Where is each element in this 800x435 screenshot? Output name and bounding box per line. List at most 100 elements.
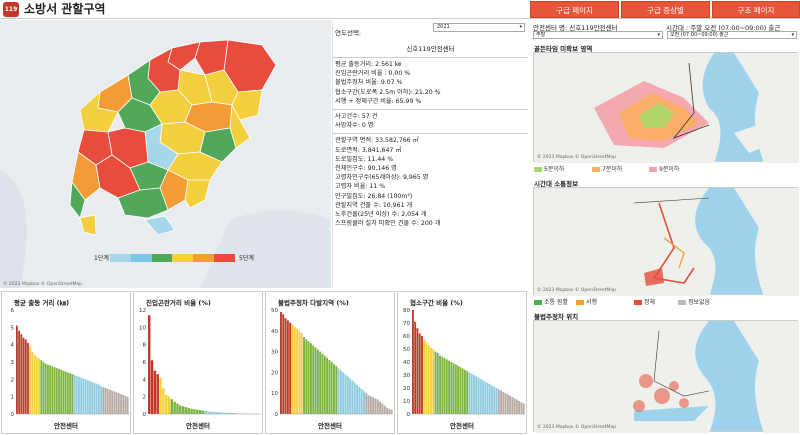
nav-ems-symptom-button[interactable]: 구급 증상별 [621,1,710,18]
chart-bar[interactable] [360,389,363,414]
chart-bar[interactable] [309,343,312,414]
chart-bar[interactable] [113,391,116,414]
chart-bar[interactable] [390,409,393,414]
chart-bar[interactable] [82,378,85,414]
chart-bar[interactable] [430,347,432,414]
chart-bar[interactable] [358,386,361,414]
chart-bar[interactable] [443,358,446,414]
chart-bar[interactable] [330,362,333,414]
chart-bar[interactable] [493,386,496,414]
chart-bar[interactable] [126,396,129,414]
chart-bar[interactable] [432,349,435,414]
chart-bar[interactable] [109,389,111,414]
chart-bar[interactable] [235,413,238,414]
chart-bar[interactable] [162,388,165,414]
chart-bar[interactable] [434,351,437,414]
chart-bar[interactable] [423,339,426,414]
chart-bar[interactable] [314,347,317,414]
chart-bar[interactable] [286,320,289,414]
chart-bar[interactable] [218,412,222,414]
chart-bar[interactable] [376,399,379,414]
chart-bar[interactable] [164,394,168,414]
day-type-select[interactable]: 주말 ▾ [533,31,663,39]
chart-bar[interactable] [86,380,89,414]
chart-bar[interactable] [307,341,310,414]
chart-bar[interactable] [198,410,202,414]
chart-bar[interactable] [227,412,230,414]
chart-bar[interactable] [454,364,457,414]
chart-bar[interactable] [515,399,518,414]
chart-bar[interactable] [196,409,199,414]
chart-bar[interactable] [84,379,87,414]
chart-bar[interactable] [482,380,484,414]
chart-bar[interactable] [421,336,423,414]
chart-bar[interactable] [124,395,127,414]
chart-bar[interactable] [280,312,282,414]
chart-bar[interactable] [75,375,78,414]
chart-bar[interactable] [190,408,193,414]
chart-bar[interactable] [466,371,469,414]
chart-bar[interactable] [388,408,391,414]
chart-bar[interactable] [91,381,94,414]
chart-bar[interactable] [102,387,105,414]
chart-bar[interactable] [282,314,285,414]
chart-bar[interactable] [193,409,196,414]
chart-bar[interactable] [383,405,386,414]
chart-bar[interactable] [461,368,464,415]
chart-bar[interactable] [73,375,76,414]
chart-bar[interactable] [441,356,444,414]
chart-bar[interactable] [69,373,71,414]
chart-bar[interactable] [381,403,384,414]
chart-bar[interactable] [47,364,49,414]
chart-bar[interactable] [518,401,521,414]
chart-bar[interactable] [156,374,159,414]
chart-bar[interactable] [335,366,338,414]
chart-bar[interactable] [326,357,329,414]
chart-bar[interactable] [506,394,509,415]
chart-bar[interactable] [470,373,473,414]
chart-bar[interactable] [187,407,190,414]
chart-bar[interactable] [491,385,493,414]
chart-bar[interactable] [303,337,305,414]
chart-bar[interactable] [51,366,54,414]
chart-bar[interactable] [365,393,368,414]
chart-bar[interactable] [319,351,322,414]
chart-bar[interactable] [500,390,502,414]
chart-bar[interactable] [204,410,207,414]
chart-bar[interactable] [49,365,52,414]
chart-bar[interactable] [221,412,224,414]
chart-bar[interactable] [78,376,80,414]
chart-bar[interactable] [502,391,505,414]
chart-bar[interactable] [504,393,507,414]
chart-bar[interactable] [296,328,299,414]
chart-bar[interactable] [300,332,303,414]
chart-bar[interactable] [312,345,315,414]
chart-bar[interactable] [414,321,417,414]
chart-bar[interactable] [97,384,100,414]
chart-bar[interactable] [60,369,63,414]
chart-bar[interactable] [284,318,287,414]
chart-bar[interactable] [425,342,428,415]
chart-bar[interactable] [115,392,118,414]
chart-bar[interactable] [179,405,182,414]
chart-bar[interactable] [120,394,122,414]
chart-bar[interactable] [457,365,460,414]
chart-bar[interactable] [207,411,210,414]
chart-bar[interactable] [31,351,34,414]
chart-bar[interactable] [176,403,179,414]
chart-bar[interactable] [229,412,233,414]
chart-bar[interactable] [201,410,205,414]
chart-bar[interactable] [488,384,491,414]
chart-bar[interactable] [53,367,56,414]
chart-bar[interactable] [463,369,466,414]
chart-bar[interactable] [445,359,448,414]
chart-bar[interactable] [452,363,455,414]
chart-bar[interactable] [27,342,29,414]
nav-rescue-page-button[interactable]: 구조 페이지 [712,1,800,18]
chart-bar[interactable] [522,403,525,414]
chart-bar[interactable] [104,388,107,414]
chart-bar[interactable] [497,389,500,414]
chart-bar[interactable] [29,346,32,414]
chart-bar[interactable] [117,393,120,414]
chart-bar[interactable] [427,345,430,414]
